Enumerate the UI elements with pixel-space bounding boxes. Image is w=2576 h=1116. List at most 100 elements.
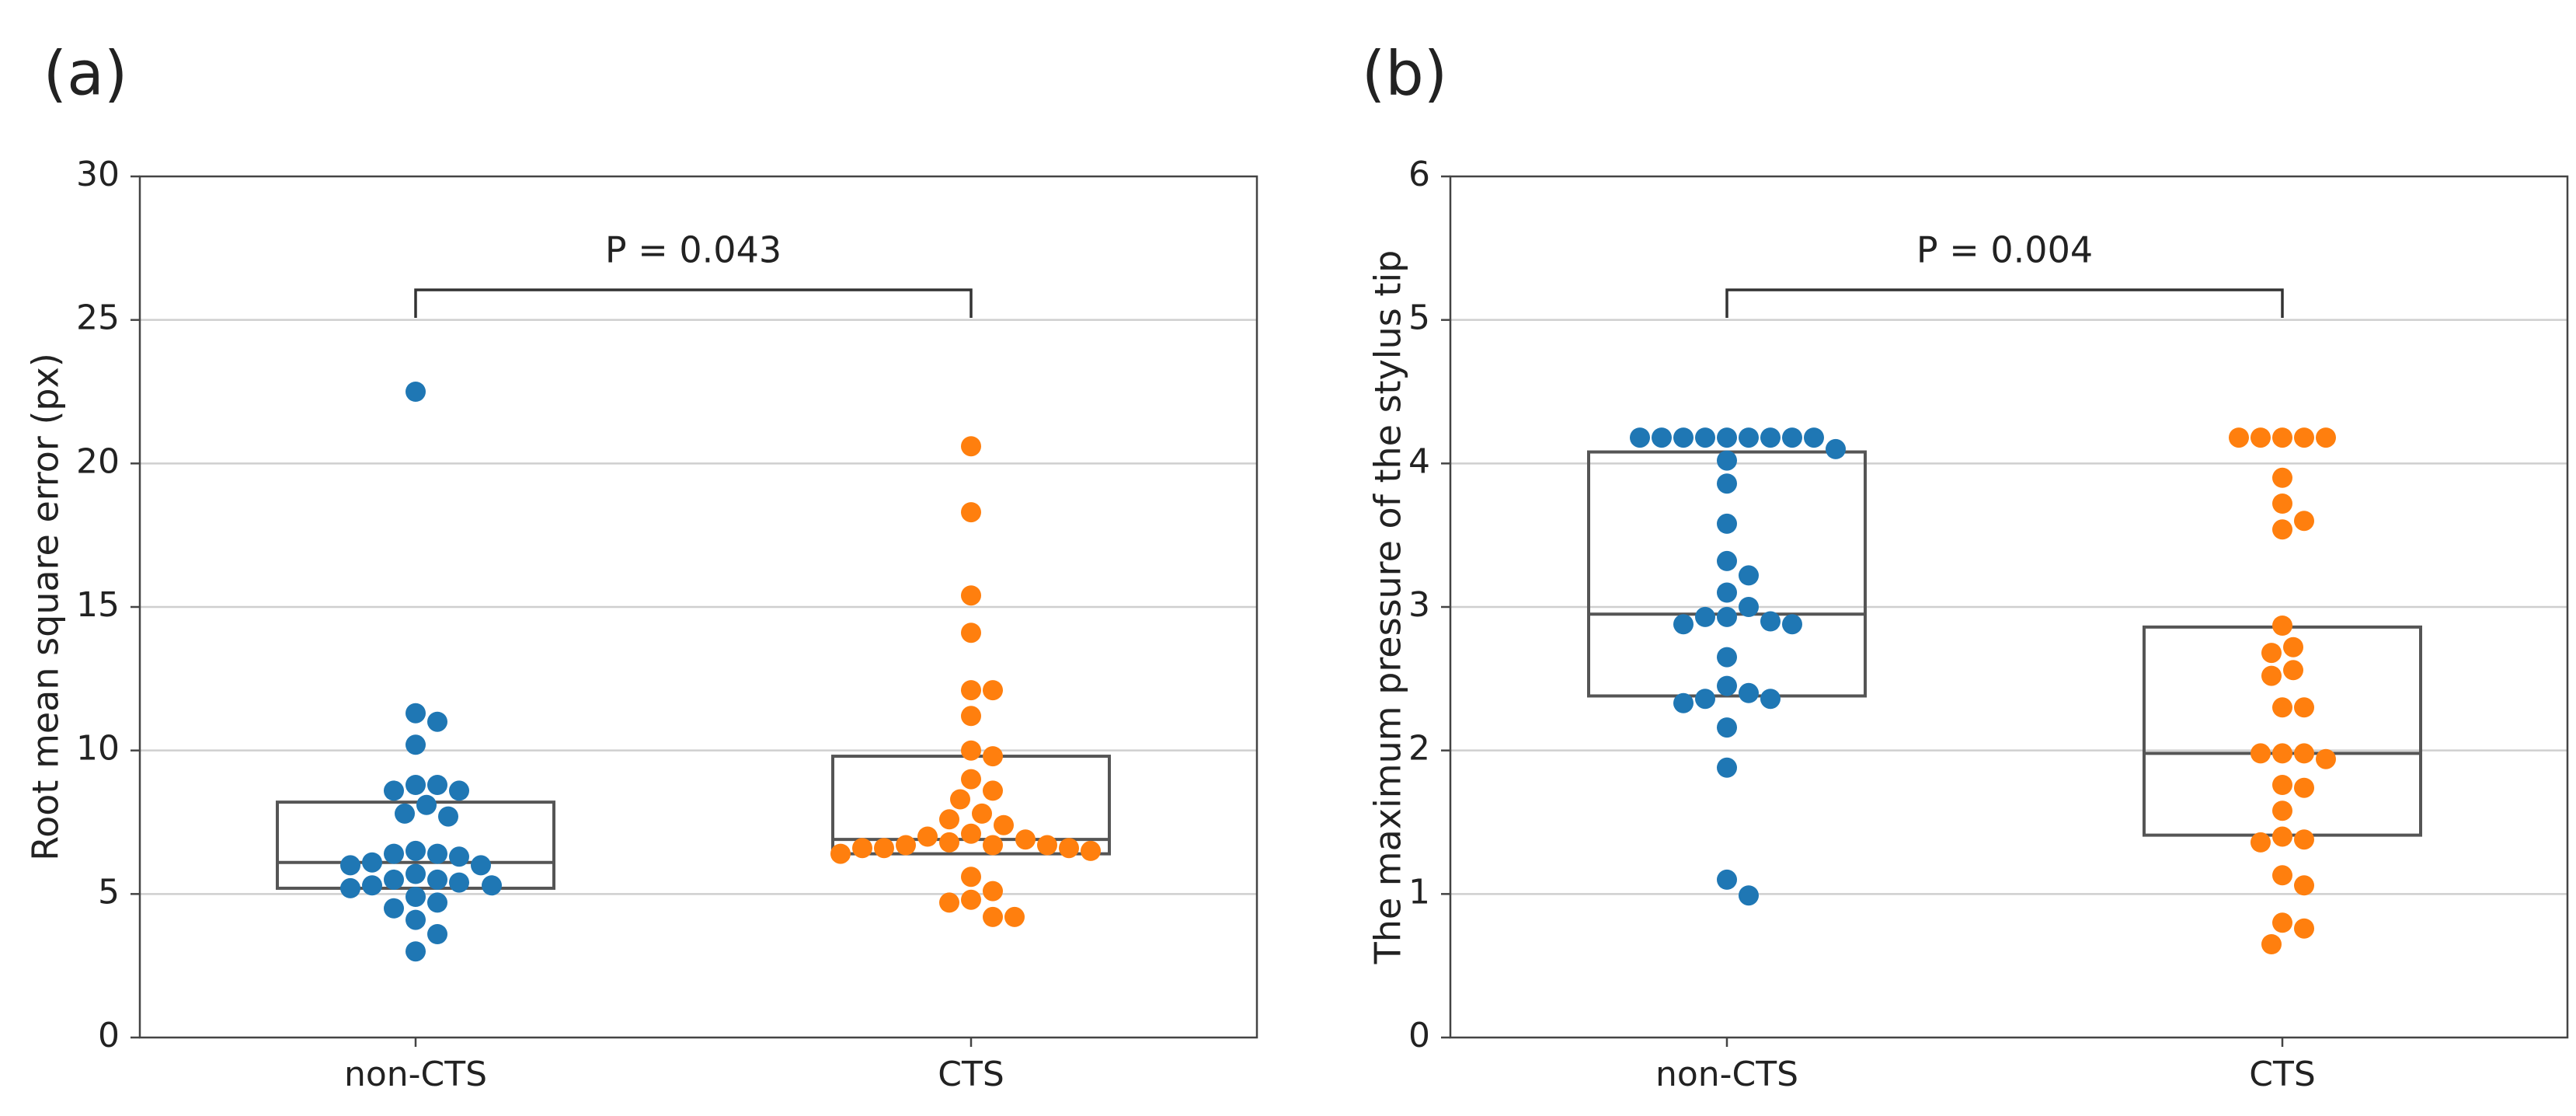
panel-a-point-cts: [1004, 906, 1025, 927]
panel-a-point-non-cts: [362, 875, 382, 896]
panel-b-point-cts: [2294, 918, 2314, 939]
panel-a-chart: (a) 0 5 10 15 20 25 30 Root mean square error (p…: [25, 39, 1258, 1094]
panel-b-point-cts: [2294, 829, 2314, 850]
panel-b-point-cts: [2283, 636, 2303, 657]
panel-a-p-value: P = 0.043: [605, 229, 782, 271]
panel-b-point-cts: [2272, 775, 2292, 795]
panel-b-point-cts: [2251, 832, 2271, 853]
panel-b-chart: (b) 0 1 2 3 4 5 6 The maximum pressure of the st…: [1362, 39, 2569, 1094]
panel-b-point-non-cts: [1804, 427, 1824, 448]
panel-a-point-cts: [939, 892, 959, 913]
panel-a-point-non-cts: [449, 872, 469, 893]
panel-b-point-cts: [2294, 427, 2314, 448]
panel-b-point-cts: [2316, 748, 2336, 769]
panel-b-point-non-cts: [1717, 513, 1737, 534]
panel-a-xtick-label: CTS: [938, 1055, 1004, 1094]
panel-b-point-cts: [2272, 865, 2292, 886]
panel-b-point-cts: [2261, 643, 2282, 664]
panel-a-point-cts: [961, 889, 981, 910]
panel-b-point-non-cts: [1673, 692, 1694, 713]
panel-a-ytick-label: 0: [98, 1016, 120, 1055]
panel-a-point-cts: [983, 835, 1003, 856]
panel-a-point-cts: [1081, 840, 1101, 861]
panel-a-point-cts: [983, 906, 1003, 927]
panel-b-point-non-cts: [1717, 550, 1737, 571]
panel-a-point-cts: [1015, 829, 1036, 850]
panel-a-point-cts: [983, 680, 1003, 701]
panel-a-point-non-cts: [427, 711, 447, 732]
panel-a-point-cts: [874, 838, 894, 859]
panel-a-point-cts: [830, 843, 851, 864]
panel-b-ytick-label: 1: [1408, 872, 1430, 912]
panel-a-point-cts: [961, 867, 981, 888]
panel-b-point-cts: [2261, 665, 2282, 686]
panel-b-point-cts: [2251, 427, 2271, 448]
panel-b-ytick-label: 2: [1408, 729, 1430, 769]
panel-b-point-non-cts: [1782, 427, 1802, 448]
panel-a-point-cts: [983, 780, 1003, 801]
panel-b-point-cts: [2261, 934, 2282, 954]
panel-a-point-cts: [961, 623, 981, 643]
panel-a-ytick-label: 5: [98, 872, 120, 912]
panel-b-point-non-cts: [1717, 869, 1737, 890]
panel-b-point-cts: [2294, 697, 2314, 718]
panel-a-point-cts: [961, 823, 981, 844]
panel-a-point-cts: [917, 826, 938, 847]
panel-a-point-cts: [1037, 835, 1057, 856]
panel-b-point-non-cts: [1760, 611, 1781, 632]
panel-a-point-non-cts: [427, 869, 447, 890]
panel-b-point-cts: [2272, 800, 2292, 821]
panel-a-point-non-cts: [427, 843, 447, 864]
panel-b-significance-bracket: [1725, 288, 2284, 318]
panel-a-point-cts: [961, 680, 981, 701]
panel-a-point-cts: [950, 789, 970, 810]
panel-b-point-non-cts: [1717, 757, 1737, 778]
panel-a-point-cts: [983, 881, 1003, 902]
panel-a-point-non-cts: [406, 703, 426, 724]
panel-b-point-non-cts: [1717, 473, 1737, 494]
panel-a-point-cts: [961, 436, 981, 457]
panel-b-point-cts: [2272, 493, 2292, 514]
panel-a-point-cts: [972, 803, 992, 824]
panel-b-point-non-cts: [1782, 614, 1802, 635]
panel-b-point-non-cts: [1630, 427, 1650, 448]
panel-b-point-cts: [2272, 616, 2292, 636]
panel-a-point-non-cts: [395, 803, 415, 824]
panel-b-point-non-cts: [1717, 647, 1737, 668]
panel-b-point-cts: [2294, 511, 2314, 532]
panel-b-point-non-cts: [1717, 450, 1737, 471]
panel-b-ytick-label: 0: [1408, 1016, 1430, 1055]
panel-a-point-non-cts: [406, 863, 426, 884]
panel-a-point-non-cts: [406, 382, 426, 402]
panel-a-point-non-cts: [406, 734, 426, 755]
panel-b-point-non-cts: [1717, 717, 1737, 738]
panel-b-point-non-cts: [1695, 689, 1715, 710]
panel-a-ytick-label: 15: [76, 585, 120, 625]
panel-a-point-cts: [961, 706, 981, 727]
panel-a-ytick-label: 30: [76, 155, 120, 194]
panel-a-point-non-cts: [471, 855, 491, 876]
panel-a-point-cts: [961, 502, 981, 523]
panel-b-point-cts: [2272, 826, 2292, 847]
panel-b-y-axis-title: The maximum pressure of the stylus tip: [1367, 250, 1409, 965]
panel-a-point-cts: [852, 838, 872, 859]
panel-b-point-cts: [2272, 467, 2292, 488]
panel-b-point-non-cts: [1739, 565, 1759, 586]
panel-b-point-non-cts: [1695, 427, 1715, 448]
panel-a-point-cts: [939, 832, 959, 853]
panel-a-ytick-label: 20: [76, 441, 120, 481]
panel-a-point-non-cts: [384, 843, 404, 864]
panel-b-point-cts: [2294, 777, 2314, 798]
panel-a-point-non-cts: [416, 794, 437, 815]
panel-b-point-cts: [2316, 427, 2336, 448]
panel-b-point-non-cts: [1717, 427, 1737, 448]
panel-a-point-cts: [983, 746, 1003, 767]
panel-b-point-cts: [2272, 697, 2292, 718]
panel-a-point-non-cts: [384, 869, 404, 890]
panel-a-point-cts: [961, 740, 981, 761]
panel-b-ytick-label: 5: [1408, 298, 1430, 338]
panel-b-point-cts: [2229, 427, 2249, 448]
panel-b-point-non-cts: [1673, 427, 1694, 448]
panel-b-point-non-cts: [1739, 682, 1759, 703]
panel-b-point-non-cts: [1673, 614, 1694, 635]
